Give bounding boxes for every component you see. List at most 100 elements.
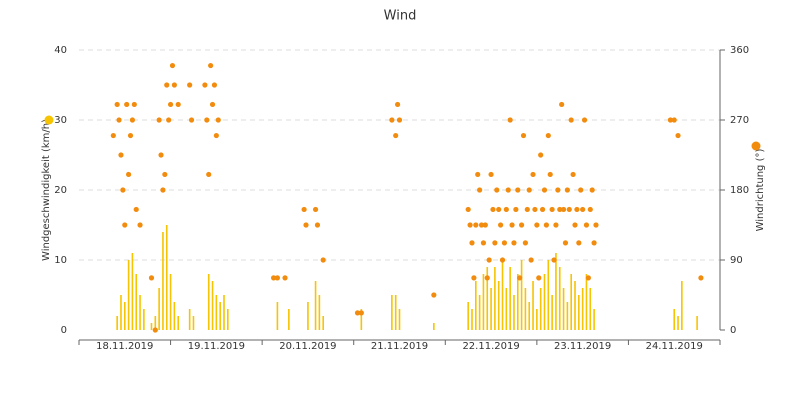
bar (532, 281, 534, 330)
point (572, 222, 578, 228)
point (507, 117, 513, 123)
point (591, 240, 597, 246)
point (578, 187, 584, 193)
bar (593, 309, 595, 330)
point (570, 171, 576, 178)
bar (536, 309, 538, 330)
bar (127, 260, 130, 330)
y-tick-label: 10 (54, 255, 67, 266)
point (515, 187, 521, 193)
bar (696, 316, 698, 330)
point (160, 187, 166, 193)
point (589, 187, 595, 193)
bar (543, 274, 546, 330)
point (158, 152, 164, 158)
point (169, 62, 176, 69)
point (124, 101, 130, 108)
point (518, 222, 525, 228)
point (539, 206, 546, 213)
point (303, 222, 309, 228)
point (541, 187, 548, 193)
y2-tick-label: 180 (730, 185, 749, 196)
bar (490, 288, 492, 330)
point (208, 62, 214, 69)
bar (394, 295, 397, 330)
point (164, 82, 170, 88)
point (566, 206, 572, 213)
bar (578, 295, 580, 330)
point (393, 132, 399, 139)
x-tick-label: 24.11.2019 (646, 341, 703, 352)
bar (288, 309, 290, 330)
point (513, 206, 519, 213)
point (301, 206, 307, 213)
bar (391, 295, 393, 330)
x-tick-label: 19.11.2019 (188, 341, 245, 352)
y2-tick-label: 0 (730, 325, 736, 336)
bar (398, 309, 401, 330)
bar (139, 295, 141, 330)
point (282, 275, 288, 281)
bar (494, 267, 496, 330)
point (202, 82, 208, 88)
bar (192, 316, 195, 330)
bar (475, 281, 477, 330)
point (482, 222, 488, 228)
point (114, 101, 120, 108)
bar (162, 232, 164, 330)
point (133, 206, 139, 213)
point (431, 292, 437, 298)
point (175, 101, 181, 108)
point (488, 171, 494, 178)
point (152, 327, 158, 333)
point (698, 275, 704, 281)
point (530, 171, 536, 178)
bar (486, 267, 489, 330)
point (593, 222, 599, 228)
bar (471, 309, 473, 330)
point (148, 275, 155, 281)
point (543, 222, 549, 228)
bar (276, 302, 279, 330)
point (585, 275, 591, 281)
point (484, 275, 490, 281)
point (574, 206, 580, 213)
point (520, 132, 527, 139)
point (528, 257, 534, 263)
bar (566, 302, 569, 330)
point (667, 117, 673, 123)
bar (681, 281, 683, 330)
x-tick-label: 22.11.2019 (462, 341, 519, 352)
point (354, 310, 361, 316)
point (509, 222, 515, 228)
bar (307, 302, 309, 330)
x-tick-label: 23.11.2019 (554, 341, 611, 352)
legend-marker (751, 141, 761, 151)
point (110, 132, 116, 139)
point (120, 187, 126, 193)
point (320, 257, 326, 263)
point (188, 117, 195, 123)
bar (116, 316, 118, 330)
bar (482, 274, 485, 330)
bar (123, 302, 126, 330)
bar (215, 295, 218, 330)
point (156, 117, 162, 123)
point (503, 206, 509, 213)
x-tick-label: 20.11.2019 (279, 341, 336, 352)
bar (509, 267, 511, 330)
point (583, 222, 590, 228)
point (396, 117, 403, 123)
point (499, 257, 506, 263)
point (498, 222, 504, 228)
point (587, 206, 593, 213)
bar (135, 274, 138, 330)
bar (211, 281, 214, 330)
bar (574, 281, 576, 330)
point (389, 117, 395, 123)
point (547, 171, 553, 178)
legend-marker (44, 115, 54, 125)
bar (322, 316, 324, 330)
point (204, 117, 210, 123)
